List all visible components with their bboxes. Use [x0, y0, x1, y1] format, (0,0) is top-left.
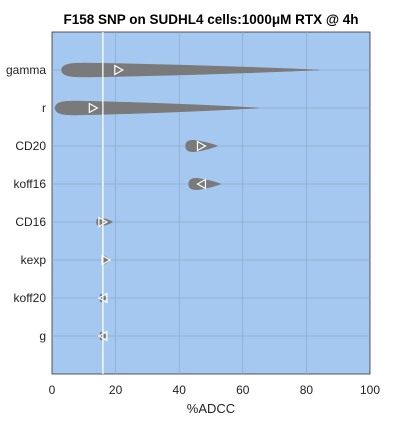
- y-tick-label: CD20: [15, 139, 46, 153]
- median-marker-r: [88, 102, 99, 114]
- x-tick-label: 100: [360, 383, 380, 397]
- plot-area: [51, 31, 371, 375]
- y-tick-label: kexp: [21, 253, 47, 267]
- violin-koff16: [188, 177, 222, 191]
- median-marker-gamma: [114, 64, 125, 76]
- y-tick-label: gamma: [6, 63, 46, 77]
- x-tick-label: 0: [49, 383, 56, 397]
- y-tick-label: koff20: [14, 291, 47, 305]
- violin-CD20: [185, 139, 219, 153]
- median-marker-CD20: [196, 140, 207, 152]
- violin-r: [54, 100, 259, 116]
- violin-group: [54, 62, 320, 341]
- x-tick-label: 20: [109, 383, 123, 397]
- median-marker-kexp: [101, 254, 112, 266]
- y-tick-label: g: [39, 329, 46, 343]
- y-tick-label: r: [42, 101, 46, 115]
- y-tick-labels: gamma r CD20 koff16 CD16 kexp koff20 g: [6, 63, 46, 343]
- median-marker-koff16: [196, 178, 207, 190]
- x-tick-label: 80: [300, 383, 314, 397]
- x-tick-label: 60: [236, 383, 250, 397]
- x-tick-label: 40: [173, 383, 187, 397]
- x-axis-label: %ADCC: [187, 401, 235, 416]
- x-tick-labels: 0 20 40 60 80 100: [49, 383, 381, 397]
- y-tick-label: koff16: [14, 177, 47, 191]
- violin-gamma: [61, 62, 320, 78]
- chart-title: F158 SNP on SUDHL4 cells:1000μM RTX @ 4h: [63, 12, 358, 27]
- y-tick-label: CD16: [15, 215, 46, 229]
